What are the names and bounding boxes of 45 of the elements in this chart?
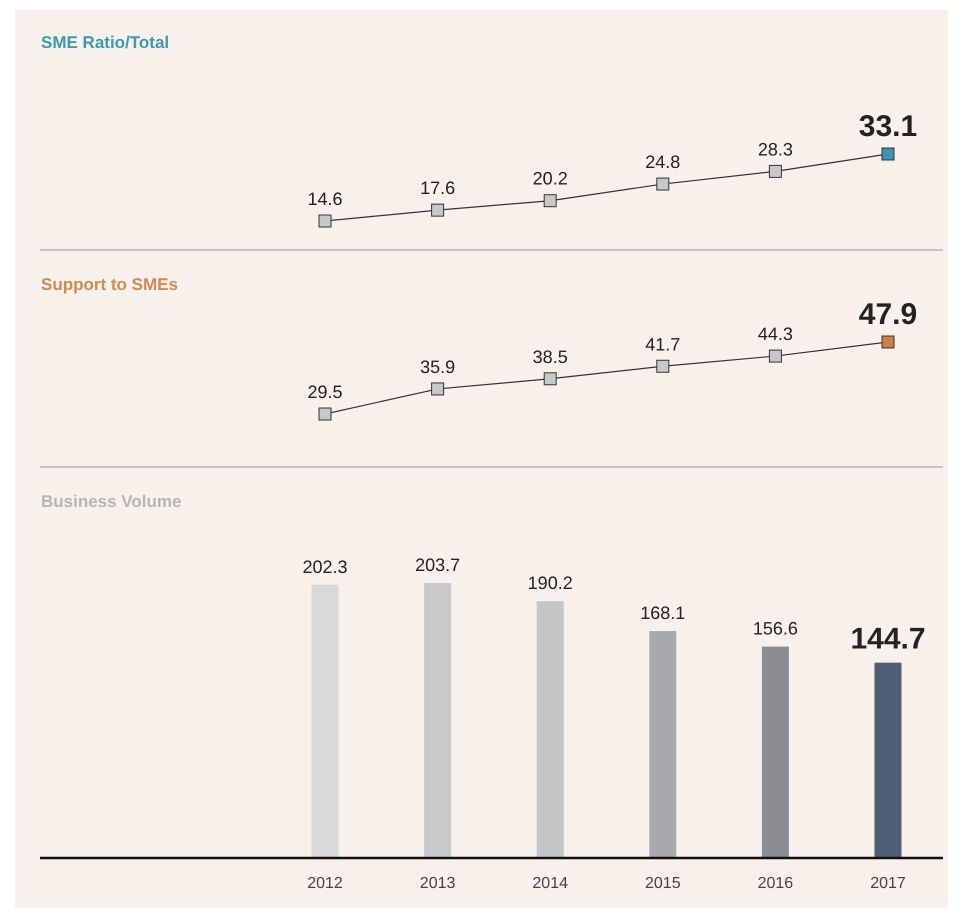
data-label: 29.5 — [307, 382, 343, 402]
data-label: 202.3 — [302, 556, 348, 577]
bar — [536, 601, 564, 858]
point — [544, 194, 557, 208]
point — [318, 408, 332, 420]
bar — [312, 584, 338, 858]
text: Support to SMEs — [41, 275, 178, 294]
bar — [762, 646, 789, 858]
bar — [424, 583, 452, 858]
x-tick-label: 2014 — [532, 875, 568, 892]
data-label: 24.8 — [645, 152, 680, 172]
data-label: 41.7 — [645, 334, 680, 354]
data-label: 17.6 — [420, 178, 456, 198]
point — [882, 336, 894, 348]
point — [318, 214, 332, 228]
point — [431, 204, 444, 217]
data-label: 33.1 — [858, 110, 918, 143]
point — [768, 164, 782, 178]
point — [431, 382, 444, 396]
point — [656, 178, 670, 191]
data-label: 28.3 — [758, 139, 793, 160]
x-tick-label: 2016 — [758, 875, 794, 892]
data-label: 47.9 — [858, 298, 918, 331]
x-tick-label: 2013 — [420, 875, 456, 892]
data-label: 44.3 — [758, 324, 793, 344]
data-label: 38.5 — [532, 346, 568, 367]
data-label: 20.2 — [532, 168, 568, 189]
x-tick-label: 2012 — [307, 875, 343, 892]
data-label: 35.9 — [420, 356, 456, 377]
data-label: 144.7 — [850, 622, 926, 656]
point — [544, 372, 557, 386]
x-tick-label: 2017 — [870, 875, 906, 892]
data-label: 156.6 — [752, 618, 798, 639]
data-label: 190.2 — [528, 573, 573, 594]
bar — [649, 631, 676, 858]
text: Business Volume — [41, 492, 182, 511]
point — [882, 148, 894, 160]
data-label: 14.6 — [307, 189, 343, 209]
text: SME Ratio/Total — [41, 33, 170, 52]
bar — [874, 662, 902, 858]
data-label: 168.1 — [640, 603, 686, 624]
point — [656, 360, 670, 373]
x-tick-label: 2015 — [645, 875, 681, 892]
point — [768, 350, 782, 363]
data-label: 203.7 — [415, 555, 460, 575]
